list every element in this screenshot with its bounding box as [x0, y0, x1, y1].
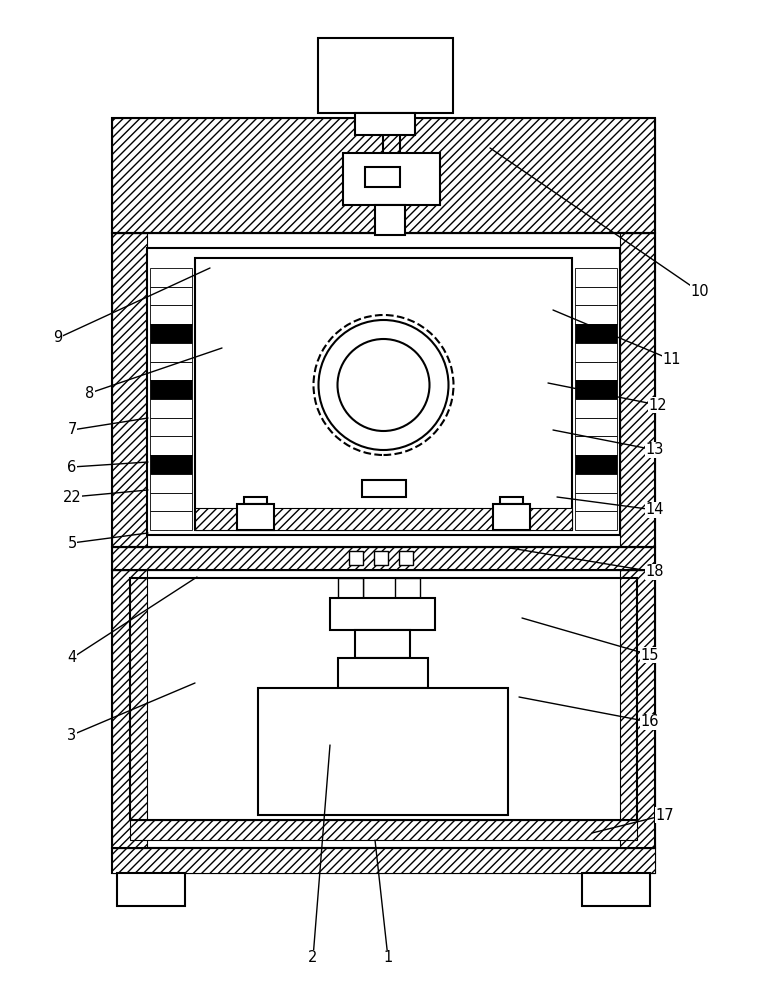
Text: 16: 16	[640, 714, 660, 730]
Text: 11: 11	[663, 353, 681, 367]
Bar	[374, 551, 388, 565]
Bar	[112, 118, 655, 233]
Bar	[365, 167, 400, 187]
Bar	[575, 343, 617, 362]
Bar	[150, 305, 192, 324]
Bar	[575, 474, 617, 493]
Bar	[112, 547, 655, 570]
Bar	[500, 497, 523, 504]
Bar	[395, 578, 420, 598]
Bar	[349, 551, 363, 565]
Bar	[112, 848, 655, 873]
Bar	[150, 362, 192, 380]
Bar	[493, 504, 530, 530]
Bar	[338, 658, 428, 688]
Text: 15: 15	[640, 648, 660, 662]
Text: 14: 14	[646, 502, 664, 518]
Text: 17: 17	[656, 808, 674, 822]
Bar	[620, 570, 655, 848]
Bar	[355, 113, 415, 135]
Bar	[375, 205, 405, 235]
Bar	[355, 630, 410, 658]
Bar	[195, 508, 572, 530]
Text: 8: 8	[85, 385, 95, 400]
Text: 7: 7	[67, 422, 77, 438]
Bar	[575, 287, 617, 305]
Text: 6: 6	[67, 460, 77, 475]
Bar	[575, 511, 617, 530]
Bar	[575, 268, 617, 287]
Text: 13: 13	[646, 442, 664, 458]
Bar	[338, 578, 363, 598]
Bar	[318, 38, 453, 113]
Bar	[244, 497, 267, 504]
Circle shape	[313, 315, 453, 455]
Circle shape	[338, 339, 430, 431]
Bar	[575, 380, 617, 399]
Bar	[362, 480, 405, 497]
Bar	[112, 570, 655, 848]
Bar	[150, 455, 192, 474]
Bar	[112, 570, 147, 848]
Bar	[112, 848, 655, 873]
Bar	[112, 118, 655, 233]
Bar	[575, 305, 617, 324]
Text: 9: 9	[54, 330, 63, 346]
Bar	[575, 436, 617, 455]
Bar	[117, 873, 185, 906]
Bar	[150, 324, 192, 343]
Bar	[150, 436, 192, 455]
Text: 4: 4	[67, 650, 77, 666]
Bar	[130, 578, 637, 820]
Bar	[150, 343, 192, 362]
Text: 12: 12	[649, 397, 667, 412]
Bar	[343, 153, 440, 205]
Text: 1: 1	[383, 950, 393, 966]
Bar	[150, 399, 192, 418]
Bar	[575, 418, 617, 436]
Text: 22: 22	[63, 489, 81, 504]
Circle shape	[319, 320, 449, 450]
Bar	[147, 248, 620, 535]
Bar	[150, 511, 192, 530]
Bar	[150, 418, 192, 436]
Bar	[582, 873, 650, 906]
Bar	[620, 233, 655, 547]
Bar	[150, 474, 192, 493]
Bar	[258, 688, 508, 815]
Bar	[150, 493, 192, 511]
Bar	[150, 287, 192, 305]
Text: 10: 10	[691, 284, 709, 300]
Bar	[112, 547, 655, 570]
Bar	[150, 268, 192, 287]
Bar	[130, 820, 637, 840]
Bar	[237, 504, 274, 530]
Bar	[575, 455, 617, 474]
Bar	[575, 493, 617, 511]
Bar	[575, 399, 617, 418]
Bar	[195, 258, 572, 530]
Bar	[575, 362, 617, 380]
Bar	[112, 233, 147, 547]
Bar	[399, 551, 413, 565]
Bar	[330, 598, 435, 630]
Bar	[112, 233, 655, 547]
Text: 3: 3	[67, 728, 77, 742]
Bar	[150, 380, 192, 399]
Text: 2: 2	[308, 950, 318, 966]
Bar	[575, 324, 617, 343]
Text: 5: 5	[67, 536, 77, 550]
Text: 18: 18	[646, 564, 664, 580]
